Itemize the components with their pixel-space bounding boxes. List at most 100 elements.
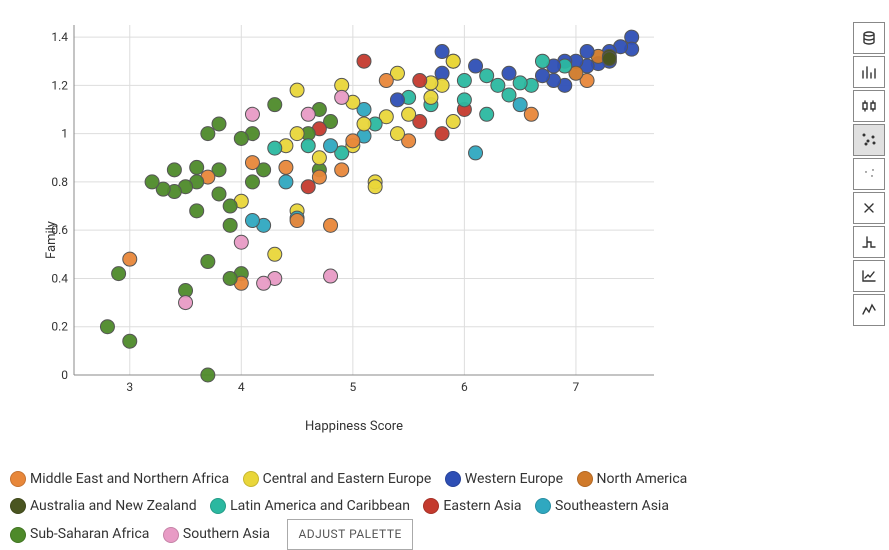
scatter-point	[234, 131, 248, 145]
legend-item[interactable]: Middle East and Northern Africa	[10, 466, 229, 493]
trend-icon	[860, 267, 878, 285]
scatter-point	[368, 180, 382, 194]
svg-text:1: 1	[61, 127, 68, 141]
scatter-point	[112, 267, 126, 281]
scatter-point	[324, 269, 338, 283]
scatter-point	[357, 54, 371, 68]
scatter-point	[435, 45, 449, 59]
legend-swatch	[10, 527, 26, 543]
boxplot-button[interactable]	[853, 90, 885, 122]
scatter-point	[469, 146, 483, 160]
scatter-point	[301, 139, 315, 153]
dendrogram-button[interactable]	[853, 226, 885, 258]
svg-text:7: 7	[573, 380, 580, 394]
scatter-point	[446, 115, 460, 129]
bubble-button[interactable]	[853, 158, 885, 190]
svg-text:0.8: 0.8	[51, 175, 68, 189]
legend-item[interactable]: Latin America and Caribbean	[210, 493, 410, 520]
scatter-point	[513, 98, 527, 112]
legend-swatch	[163, 527, 179, 543]
legend-label: North America	[597, 471, 688, 487]
scatter-plot: 00.20.40.60.811.21.434567	[44, 20, 664, 400]
adjust-palette-button[interactable]: ADJUST PALETTE	[287, 519, 412, 550]
scatter-point	[100, 320, 114, 334]
scatter-point	[335, 90, 349, 104]
legend-item[interactable]: Sub-Saharan Africa	[10, 521, 149, 548]
scatter-point	[212, 187, 226, 201]
legend-item[interactable]: Southern Asia	[163, 521, 270, 548]
scatter-point	[524, 107, 538, 121]
legend-item[interactable]: Southeastern Asia	[535, 493, 669, 520]
scatter-point	[513, 76, 527, 90]
chart-type-toolbar	[853, 22, 885, 328]
scatter-point	[480, 107, 494, 121]
scatter-point	[212, 117, 226, 131]
data-button[interactable]	[853, 22, 885, 54]
line-icon	[860, 301, 878, 319]
svg-text:6: 6	[461, 380, 468, 394]
legend-item[interactable]: Central and Eastern Europe	[243, 466, 432, 493]
legend-item[interactable]: Australia and New Zealand	[10, 493, 197, 520]
legend-label: Australia and New Zealand	[30, 498, 197, 514]
legend-swatch	[210, 498, 226, 514]
legend-item[interactable]: North America	[577, 466, 688, 493]
legend-item[interactable]: Eastern Asia	[423, 493, 521, 520]
scatter-point	[357, 117, 371, 131]
scatter-point	[201, 368, 215, 382]
legend-swatch	[10, 471, 26, 487]
scatter-point	[245, 107, 259, 121]
scatter-icon	[860, 131, 878, 149]
scatter-point	[190, 204, 204, 218]
scatter-point	[435, 127, 449, 141]
trend-button[interactable]	[853, 260, 885, 292]
scatter-point	[223, 271, 237, 285]
network-icon	[860, 199, 878, 217]
bar-chart-icon	[860, 63, 878, 81]
legend-label: Western Europe	[465, 471, 563, 487]
scatter-point	[123, 252, 137, 266]
legend-label: Central and Eastern Europe	[263, 471, 432, 487]
svg-text:1.2: 1.2	[51, 78, 68, 92]
scatter-point	[257, 276, 271, 290]
scatter-point	[268, 247, 282, 261]
scatter-point	[580, 45, 594, 59]
scatter-point	[245, 175, 259, 189]
scatter-point	[502, 88, 516, 102]
scatter-point	[535, 69, 549, 83]
scatter-point	[346, 134, 360, 148]
scatter-point	[312, 151, 326, 165]
scatter-point	[201, 255, 215, 269]
bar-chart-button[interactable]	[853, 56, 885, 88]
scatter-point	[457, 74, 471, 88]
scatter-point	[390, 93, 404, 107]
legend-label: Southern Asia	[183, 526, 270, 542]
scatter-point	[402, 107, 416, 121]
scatter-point	[123, 334, 137, 348]
scatter-point	[390, 127, 404, 141]
network-button[interactable]	[853, 192, 885, 224]
scatter-point	[413, 74, 427, 88]
svg-text:0.2: 0.2	[51, 320, 68, 334]
scatter-point	[145, 175, 159, 189]
scatter-point	[268, 141, 282, 155]
scatter-point	[335, 163, 349, 177]
line-button[interactable]	[853, 294, 885, 326]
legend-item[interactable]: Western Europe	[445, 466, 563, 493]
scatter-point	[324, 218, 338, 232]
scatter-button[interactable]	[853, 124, 885, 156]
scatter-point	[446, 54, 460, 68]
scatter-point	[290, 83, 304, 97]
scatter-point	[457, 93, 471, 107]
scatter-point	[502, 66, 516, 80]
scatter-point	[480, 69, 494, 83]
data-icon	[860, 29, 878, 47]
scatter-point	[324, 139, 338, 153]
scatter-point	[491, 78, 505, 92]
legend-swatch	[423, 498, 439, 514]
scatter-point	[290, 214, 304, 228]
legend-swatch	[243, 471, 259, 487]
legend-label: Latin America and Caribbean	[230, 498, 410, 514]
scatter-point	[279, 160, 293, 174]
scatter-point	[190, 160, 204, 174]
svg-text:0: 0	[61, 368, 68, 382]
